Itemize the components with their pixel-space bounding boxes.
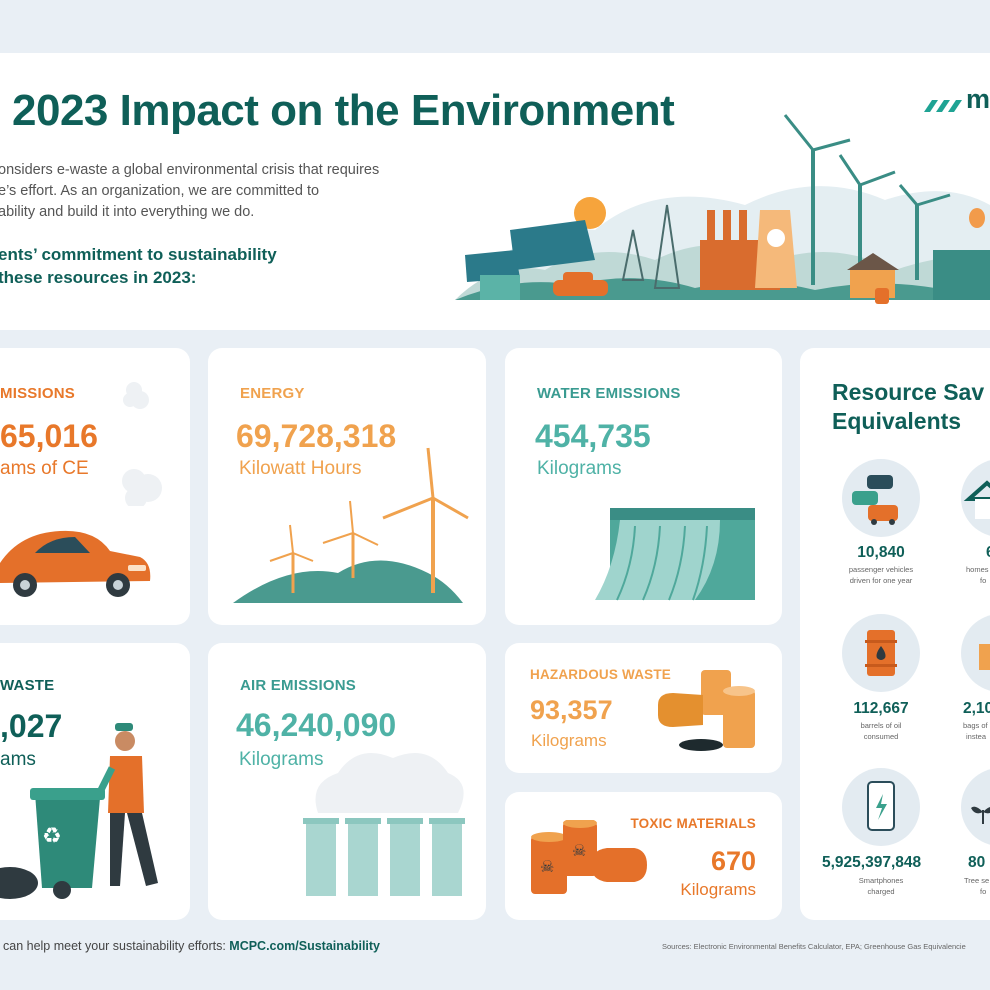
waste-worker-with-bin-icon: ♻	[0, 723, 158, 899]
water-unit: Kilograms	[537, 458, 622, 479]
equivalent-desc-6b: fo	[980, 887, 987, 896]
water-label: WATER EMISSIONS	[537, 385, 681, 402]
hazardous-unit: Kilograms	[531, 731, 607, 750]
toxic-value: 670	[710, 846, 756, 876]
intro-line-3: ability and build it into everything we …	[0, 204, 255, 220]
wind-turbines-icon	[233, 447, 469, 603]
svg-text:☠: ☠	[572, 841, 586, 860]
energy-label: ENERGY	[240, 385, 305, 402]
card-hazardous-waste: HAZARDOUS WASTE 93,357 Kilograms	[505, 643, 782, 773]
intro-line-1: onsiders e-waste a global environmental …	[0, 162, 380, 178]
equivalent-desc-3b: consumed	[863, 732, 899, 741]
logo-text: m	[966, 88, 990, 114]
footer-lead-text: can help meet your sustainability effort…	[3, 939, 230, 953]
toxic-unit: Kilograms	[680, 880, 756, 899]
air-label: AIR EMISSIONS	[240, 677, 356, 694]
emissions-unit: ams of CE	[0, 458, 89, 479]
hazardous-barrels-icon	[658, 670, 755, 751]
intro-line-2: e’s effort. As an organization, we are c…	[0, 183, 320, 199]
waste-unit: ams	[0, 749, 36, 770]
waste-label: WASTE	[0, 677, 55, 694]
equivalent-desc-5a: Smartphones	[858, 876, 904, 885]
sources-note: Sources: Electronic Environmental Benefi…	[662, 942, 966, 951]
smokestacks-icon	[303, 753, 465, 896]
equivalent-value-5: 5,925,397,848	[822, 854, 922, 871]
card-toxic-materials: TOXIC MATERIALS 670 Kilograms ☠ ☠	[505, 792, 782, 920]
emissions-label: MISSIONS	[0, 385, 75, 402]
air-value: 46,240,090	[236, 707, 397, 743]
sustainability-link[interactable]: MCPC.com/Sustainability	[229, 939, 381, 953]
equivalent-value-1: 10,840	[857, 544, 905, 561]
hazardous-value: 93,357	[530, 695, 613, 725]
page-title: 2023 Impact on the Environment	[12, 86, 675, 135]
emissions-value: 65,016	[0, 418, 98, 454]
car-icon	[0, 530, 151, 597]
equivalent-value-3: 112,667	[853, 700, 909, 717]
equivalent-desc-3a: barrels of oil	[860, 721, 902, 730]
card-air-emissions: AIR EMISSIONS 46,240,090 Kilograms	[208, 643, 486, 920]
equivalent-value-4: 2,10	[963, 700, 990, 717]
energy-value: 69,728,318	[236, 418, 397, 454]
hazardous-label: HAZARDOUS WASTE	[530, 667, 671, 682]
card-water-emissions: WATER EMISSIONS 454,735 Kilograms	[505, 348, 782, 625]
equivalents-title-line-2: Equivalents	[832, 408, 962, 434]
equivalent-desc-5b: charged	[867, 887, 895, 896]
card-emissions: MISSIONS 65,016 ams of CE	[0, 348, 190, 625]
equivalent-desc-2b: fo	[980, 576, 987, 585]
svg-text:♻: ♻	[42, 824, 62, 849]
waste-value: ,027	[0, 708, 63, 744]
equivalent-desc-4a: bags of	[963, 721, 988, 730]
water-value: 454,735	[535, 418, 651, 454]
equivalent-desc-4b: instea	[966, 732, 987, 741]
toxic-label: TOXIC MATERIALS	[630, 816, 756, 831]
seedling-icon	[961, 768, 990, 846]
equivalent-value-6: 80	[968, 854, 986, 871]
air-unit: Kilograms	[239, 749, 324, 770]
bag-icon	[961, 614, 990, 692]
smoke-clouds-icon	[122, 382, 162, 506]
card-energy: ENERGY 69,728,318 Kilowatt Hours	[208, 348, 486, 625]
svg-text:☠: ☠	[540, 857, 554, 876]
equivalent-desc-6a: Tree se	[964, 876, 990, 885]
energy-unit: Kilowatt Hours	[239, 458, 362, 479]
footer-text: can help meet your sustainability effort…	[3, 939, 380, 953]
company-logo: m	[922, 88, 990, 118]
equivalent-desc-2a: homes	[966, 565, 989, 574]
industry-landscape-illustration	[455, 114, 990, 304]
equivalents-panel: Resource Sav Equivalents 10,840 passenge…	[800, 348, 990, 920]
cars-icon	[842, 459, 920, 537]
equivalents-title-line-1: Resource Sav	[832, 379, 985, 405]
smartphone-icon	[842, 768, 920, 846]
oil-barrel-icon	[842, 614, 920, 692]
logo-mark-icon	[924, 100, 962, 112]
card-waste: WASTE ,027 ams ♻	[0, 643, 190, 920]
equivalent-value-2: 6	[986, 544, 990, 562]
commitment-line-1: ents’ commitment to sustainability	[0, 245, 277, 264]
toxic-barrels-icon: ☠ ☠	[531, 820, 647, 894]
equivalent-desc-1a: passenger vehicles	[848, 565, 914, 574]
commitment-line-2: these resources in 2023:	[0, 268, 197, 287]
equivalent-desc-1b: driven for one year	[849, 576, 913, 585]
house-icon	[961, 459, 990, 537]
dam-water-icon	[595, 508, 755, 601]
